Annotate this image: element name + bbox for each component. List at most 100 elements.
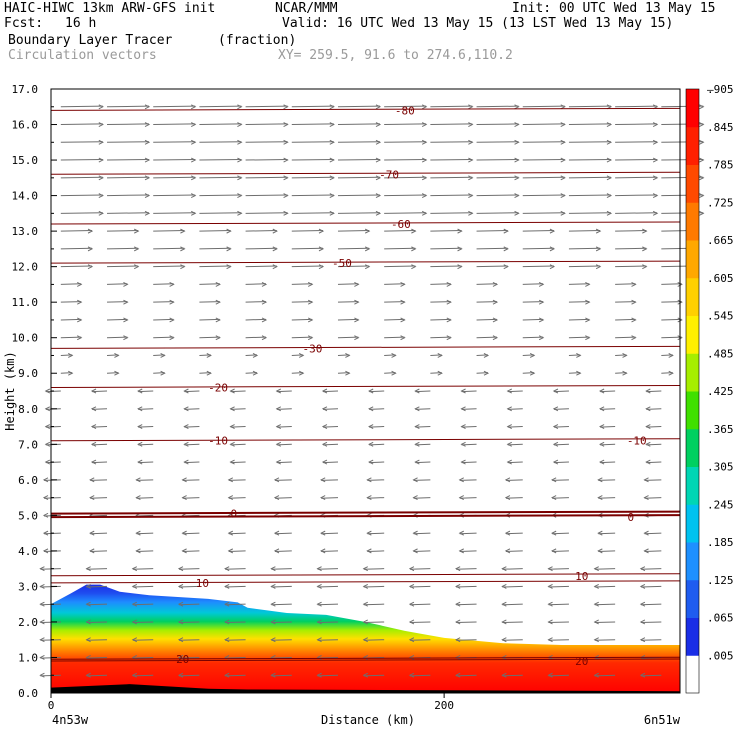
vector-head: [90, 406, 97, 412]
vector-head: [460, 388, 466, 394]
circulation-vector: [646, 390, 662, 393]
vector-head: [272, 264, 278, 270]
vector-head: [560, 193, 566, 199]
circulation-vector: [553, 443, 569, 446]
vector-head: [137, 388, 143, 394]
vector-head: [320, 477, 326, 483]
vector-head: [576, 370, 582, 376]
vector-head: [699, 104, 705, 110]
vector-head: [226, 264, 232, 270]
vector-head: [375, 139, 382, 145]
vector-head: [597, 495, 603, 501]
vector-head: [538, 299, 545, 305]
vector-head: [237, 139, 243, 145]
vector-head: [283, 157, 289, 163]
vector-head: [190, 210, 197, 216]
vector-head: [400, 281, 406, 287]
circulation-vector: [184, 408, 200, 410]
circulation-vector: [369, 461, 385, 464]
vector-head: [89, 548, 95, 554]
circulation-vector: [153, 212, 196, 214]
vector-head: [457, 228, 463, 234]
vector-head: [321, 406, 328, 412]
colorbar-label: .845: [707, 121, 734, 134]
vector-head: [180, 246, 186, 252]
circulation-vector: [640, 568, 662, 570]
vector-head: [503, 264, 509, 270]
circulation-vector: [199, 141, 242, 143]
vector-head: [321, 388, 328, 394]
circulation-vector: [60, 212, 103, 214]
circulation-vector: [86, 568, 108, 570]
circulation-vector: [568, 283, 590, 285]
vector-head: [437, 370, 443, 376]
vector-head: [504, 548, 511, 554]
vector-head: [329, 122, 335, 127]
circulation-vector: [522, 247, 554, 250]
vector-head: [98, 210, 104, 216]
circulation-vector: [225, 639, 246, 641]
colorbar-label: .545: [707, 310, 734, 323]
vector-head: [547, 637, 553, 643]
vector-head: [345, 353, 351, 358]
vector-head: [39, 637, 45, 643]
circulation-vector: [363, 674, 385, 677]
vector-head: [316, 583, 322, 589]
circulation-vector: [291, 247, 323, 250]
circulation-vector: [245, 318, 267, 321]
vector-head: [261, 317, 268, 323]
vector-head: [514, 122, 520, 127]
circulation-vector: [60, 105, 103, 108]
circulation-vector: [430, 283, 451, 285]
vector-head: [622, 353, 628, 358]
vector-head: [364, 246, 371, 252]
circulation-vector: [107, 105, 150, 108]
circulation-vector: [291, 194, 334, 197]
vector-head: [412, 530, 418, 536]
circulation-vector: [337, 176, 380, 179]
y-tick-label: 4.0: [18, 545, 38, 558]
circulation-vector: [245, 123, 288, 126]
vector-head: [183, 406, 189, 412]
circulation-vector: [384, 141, 427, 143]
circulation-vector: [107, 318, 128, 321]
circulation-vector: [60, 176, 103, 179]
circulation-vector: [337, 336, 359, 339]
circulation-vector: [337, 301, 359, 303]
circulation-vector: [136, 532, 154, 535]
circulation-vector: [594, 585, 616, 588]
y-tick-label: 7.0: [18, 438, 38, 451]
vector-head: [44, 424, 51, 429]
colorbar-swatch: [686, 164, 699, 203]
circulation-vector: [615, 141, 658, 143]
vector-head: [599, 424, 605, 429]
circulation-vector: [640, 603, 662, 606]
vector-head: [421, 193, 428, 199]
circulation-vector: [271, 639, 292, 641]
circulation-vector: [138, 426, 154, 428]
vector-head: [585, 317, 591, 323]
circulation-vector: [317, 585, 338, 588]
circulation-vector: [413, 532, 431, 535]
vector-head: [85, 619, 91, 625]
colorbar-swatch: [686, 617, 699, 656]
vector-head: [180, 264, 186, 270]
vector-head: [400, 335, 406, 341]
vector-head: [181, 548, 187, 554]
colorbar-label: .065: [707, 612, 734, 625]
vector-head: [206, 370, 212, 376]
colorbar-label: .905: [707, 83, 734, 96]
isotherm-line: [50, 510, 681, 515]
circulation-vector: [245, 230, 277, 232]
vector-head: [298, 370, 305, 376]
vector-head: [408, 601, 415, 607]
vector-head: [77, 317, 83, 323]
vector-head: [593, 637, 599, 643]
circulation-vector: [271, 568, 292, 570]
x-axis-label: Distance (km): [321, 713, 415, 727]
vector-head: [414, 406, 420, 412]
vector-head: [458, 548, 464, 554]
vector-head: [183, 441, 189, 447]
circulation-vector: [409, 621, 431, 624]
vector-head: [273, 548, 280, 554]
